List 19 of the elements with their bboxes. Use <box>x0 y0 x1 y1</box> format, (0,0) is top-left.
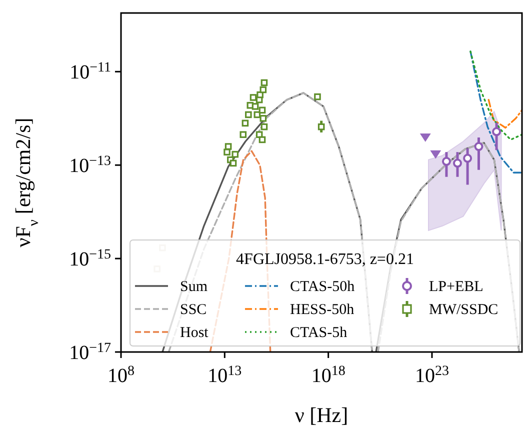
legend-label: CTAS-50h <box>290 279 356 295</box>
legend-label: CTAS-5h <box>290 325 348 341</box>
line-series <box>470 50 522 141</box>
x-tick-label: 10$^{23}$ <box>414 364 449 387</box>
y-tick-label: 10$^{−13}$ <box>69 154 111 178</box>
legend-label: Sum <box>180 279 208 295</box>
legend-label: Host <box>180 325 210 341</box>
y-tick-label: 10$^{−11}$ <box>70 60 111 84</box>
legend-label: MW/SSDC <box>429 302 498 318</box>
y-tick-label: 10$^{−15}$ <box>69 247 111 271</box>
x-tick-label: 10$^{8}$ <box>108 364 134 387</box>
legend-label: LP+EBL <box>429 279 484 295</box>
legend-label: HESS-50h <box>290 302 355 318</box>
legend-label: SSC <box>180 302 207 318</box>
x-tick-label: 10$^{13}$ <box>208 364 242 387</box>
legend-title: 4FGLJ0958.1-6753, z=0.21 <box>236 251 414 268</box>
x-axis-title: ν [Hz] <box>294 403 348 427</box>
x-tick-label: 10$^{18}$ <box>311 364 346 387</box>
y-tick-label: 10$^{−17}$ <box>69 340 111 364</box>
